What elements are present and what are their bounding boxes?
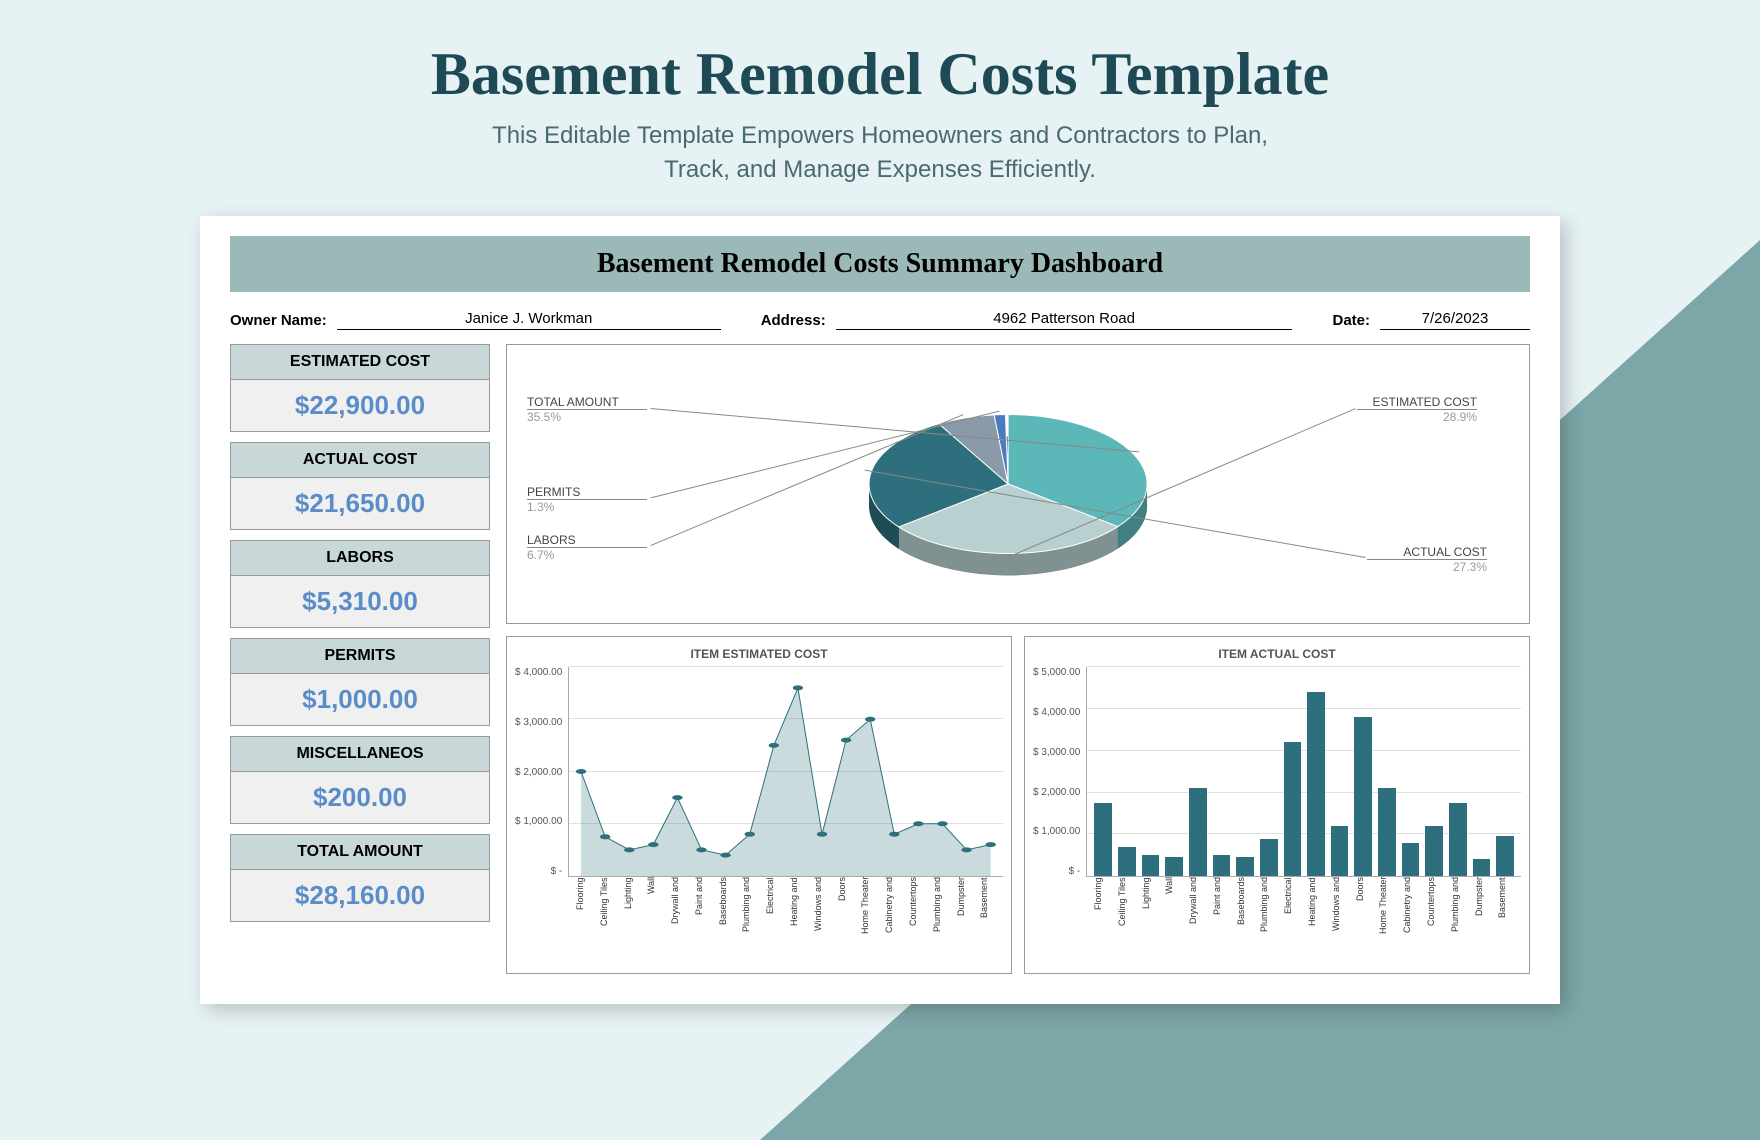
bar-chart-panel: ITEM ACTUAL COST $ -$ 1,000.00$ 2,000.00…	[1024, 636, 1530, 974]
stat-value: $5,310.00	[231, 576, 489, 627]
bar	[1094, 803, 1112, 876]
stat-label: LABORS	[231, 541, 489, 576]
stat-label: PERMITS	[231, 639, 489, 674]
bar	[1449, 803, 1467, 876]
bar	[1189, 788, 1207, 876]
pie-slice-label: PERMITS1.3%	[527, 485, 647, 514]
bar-chart-title: ITEM ACTUAL COST	[1033, 647, 1521, 661]
bar	[1165, 857, 1183, 876]
pie-slice-label: LABORS6.7%	[527, 533, 647, 562]
bar	[1331, 826, 1349, 876]
pie-chart-panel: TOTAL AMOUNT35.5% ESTIMATED COST28.9% ACTU…	[506, 344, 1530, 624]
bar	[1402, 843, 1420, 876]
bar-chart-y-axis: $ -$ 1,000.00$ 2,000.00$ 3,000.00$ 4,000…	[1033, 667, 1086, 877]
line-chart-x-labels: FlooringCeiling TilesLightingWallDrywall…	[575, 877, 1003, 967]
page-title: Basement Remodel Costs Template	[0, 0, 1760, 109]
dashboard-header: Basement Remodel Costs Summary Dashboard	[230, 236, 1530, 292]
pie-slice-label: ESTIMATED COST28.9%	[1357, 395, 1477, 424]
bar	[1213, 855, 1231, 876]
bar	[1354, 717, 1372, 876]
stat-label: MISCELLANEOS	[231, 737, 489, 772]
bar-chart-plot	[1086, 667, 1521, 877]
stat-box: PERMITS $1,000.00	[230, 638, 490, 726]
date-label: Date:	[1332, 312, 1370, 329]
dashboard: Basement Remodel Costs Summary Dashboard…	[200, 216, 1560, 1004]
bar	[1378, 788, 1396, 876]
line-chart-panel: ITEM ESTIMATED COST $ -$ 1,000.00$ 2,000…	[506, 636, 1012, 974]
owner-label: Owner Name:	[230, 312, 327, 329]
stat-value: $200.00	[231, 772, 489, 823]
stat-box: TOTAL AMOUNT $28,160.00	[230, 834, 490, 922]
bar	[1236, 857, 1254, 876]
address-value: 4962 Patterson Road	[836, 310, 1293, 330]
address-label: Address:	[761, 312, 826, 329]
bar	[1425, 826, 1443, 876]
pie-chart	[507, 345, 1529, 623]
stat-box: MISCELLANEOS $200.00	[230, 736, 490, 824]
page-subtitle: This Editable Template Empowers Homeowne…	[0, 119, 1760, 186]
pie-slice-label: TOTAL AMOUNT35.5%	[527, 395, 647, 424]
bar	[1118, 847, 1136, 876]
stat-box: ESTIMATED COST $22,900.00	[230, 344, 490, 432]
stat-box: LABORS $5,310.00	[230, 540, 490, 628]
stat-label: TOTAL AMOUNT	[231, 835, 489, 870]
bar-chart-x-labels: FlooringCeiling TilesLightingWallDrywall…	[1093, 877, 1521, 967]
stat-value: $22,900.00	[231, 380, 489, 431]
subtitle-line2: Track, and Manage Expenses Efficiently.	[664, 156, 1096, 183]
stat-label: ESTIMATED COST	[231, 345, 489, 380]
stats-column: ESTIMATED COST $22,900.00 ACTUAL COST $21…	[230, 344, 490, 974]
owner-value: Janice J. Workman	[337, 310, 721, 330]
bar	[1142, 855, 1160, 876]
info-row: Owner Name: Janice J. Workman Address: 4…	[230, 310, 1530, 330]
stat-value: $28,160.00	[231, 870, 489, 921]
stat-value: $21,650.00	[231, 478, 489, 529]
bar	[1473, 859, 1491, 876]
bar	[1284, 742, 1302, 876]
subtitle-line1: This Editable Template Empowers Homeowne…	[492, 122, 1268, 149]
date-value: 7/26/2023	[1380, 310, 1530, 330]
stat-value: $1,000.00	[231, 674, 489, 725]
pie-slice-label: ACTUAL COST27.3%	[1367, 545, 1487, 574]
line-chart-y-axis: $ -$ 1,000.00$ 2,000.00$ 3,000.00$ 4,000…	[515, 667, 568, 877]
line-chart-title: ITEM ESTIMATED COST	[515, 647, 1003, 661]
line-chart-plot	[568, 667, 1003, 877]
stat-box: ACTUAL COST $21,650.00	[230, 442, 490, 530]
bar	[1307, 692, 1325, 876]
stat-label: ACTUAL COST	[231, 443, 489, 478]
bar	[1260, 839, 1278, 877]
bar	[1496, 836, 1514, 876]
